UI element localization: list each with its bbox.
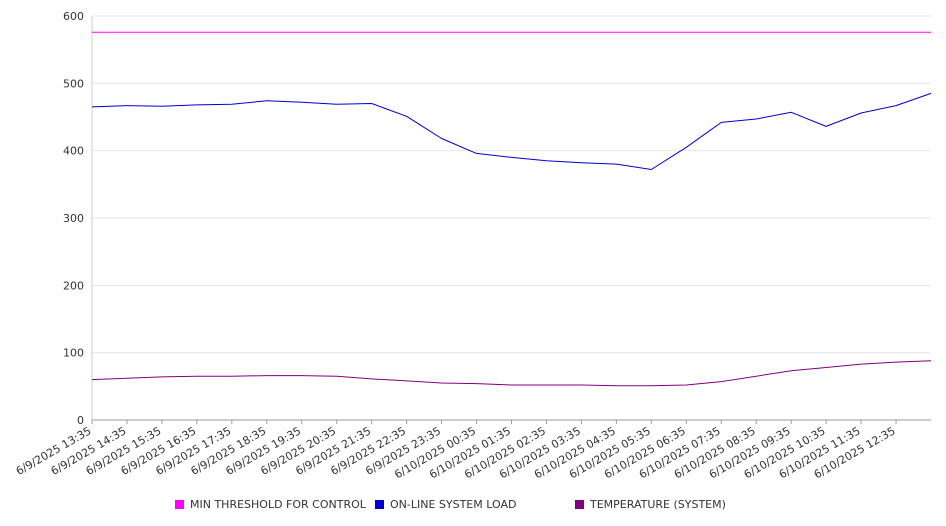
gridlines [92, 15, 931, 354]
legend-label: TEMPERATURE (SYSTEM) [590, 498, 726, 511]
x-tick-labels: 6/9/2025 13:356/9/2025 14:356/9/2025 15:… [14, 424, 898, 481]
legend-item-online-system-load[interactable]: ON-LINE SYSTEM LOAD [375, 498, 516, 511]
y-tick-label: 300 [63, 212, 84, 225]
legend-item-temperature[interactable]: TEMPERATURE (SYSTEM) [575, 498, 726, 511]
axes [91, 16, 931, 424]
y-tick-label: 100 [63, 347, 84, 360]
series-lines [91, 31, 932, 387]
y-tick-label: 200 [63, 279, 84, 292]
y-tick-label: 500 [63, 77, 84, 90]
y-tick-label: 600 [63, 10, 84, 23]
legend-label: MIN THRESHOLD FOR CONTROL [190, 498, 366, 511]
y-tick-label: 400 [63, 145, 84, 158]
series-line-1 [91, 92, 932, 170]
y-tick-labels: 0 100 200 300 400 500 600 [63, 10, 84, 427]
legend-label: ON-LINE SYSTEM LOAD [390, 498, 517, 511]
y-tick-label: 0 [77, 414, 84, 427]
legend-item-min-threshold[interactable]: MIN THRESHOLD FOR CONTROL [175, 498, 366, 511]
legend-swatch [375, 500, 384, 509]
series-line-2 [91, 360, 932, 387]
legend-swatch [175, 500, 184, 509]
legend: MIN THRESHOLD FOR CONTROL ON-LINE SYSTEM… [0, 498, 946, 514]
legend-swatch [575, 500, 584, 509]
